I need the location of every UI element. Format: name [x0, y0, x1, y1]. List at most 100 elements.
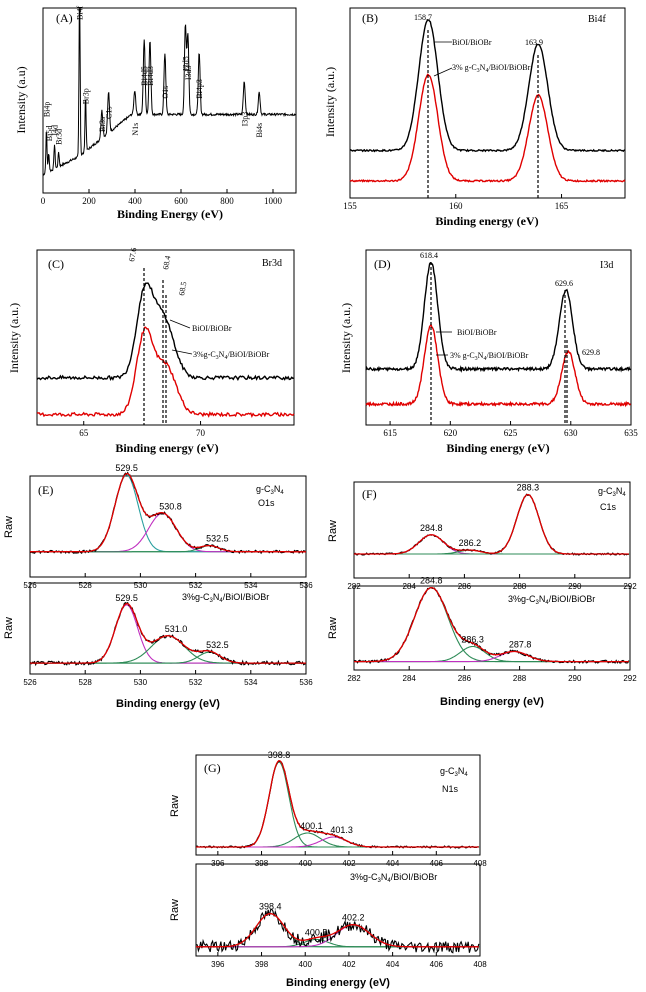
xtick-label: 404	[386, 960, 400, 969]
panel-e-label: (E)	[38, 483, 53, 497]
xtick-label: 288	[513, 674, 527, 683]
panel-g-top-fit: 398.8 400.1 401.3	[195, 750, 480, 849]
xtick-label: 406	[430, 960, 444, 969]
fit-peak-label: 398.8	[268, 750, 291, 760]
panel-b-frame	[349, 7, 626, 199]
xtick-label: 396	[211, 859, 225, 868]
panel-d: (D) I3d Intensity (a.u.) Binding energy …	[339, 249, 638, 455]
xtick-label: 526	[23, 678, 37, 687]
fit-peak-label: 286.3	[461, 634, 484, 644]
panel-e-top-frame	[29, 475, 307, 578]
xtick-label: 200	[82, 196, 96, 206]
panel-f-ylabel-top: Raw	[327, 520, 339, 542]
xtick-label: 286	[458, 674, 472, 683]
fit-peak-label: 398.4	[259, 902, 282, 912]
panel-c-legend-pointer-2	[171, 349, 193, 355]
xtick-label: 0	[41, 196, 46, 206]
panel-d-ylabel: Intensity (a.u.)	[339, 303, 353, 373]
panel-d-label: (D)	[374, 257, 391, 271]
panel-e-xlabel: Binding energy (eV)	[116, 698, 220, 710]
panel-c-peak-676: 67.6	[127, 247, 138, 262]
fit-peak-label: 401.3	[330, 825, 353, 835]
survey-peak-label: C1s	[105, 107, 114, 119]
xtick-label: 600	[174, 196, 188, 206]
panel-d-biobr-curve	[365, 262, 631, 373]
survey-peak-label: Br3p	[82, 88, 91, 104]
panel-c-frame	[36, 249, 295, 426]
xtick-label: 400	[299, 859, 313, 868]
panel-d-title: I3d	[600, 260, 613, 271]
survey-peak-label: Bi4f	[76, 5, 85, 20]
panel-f-bottom-fit: 284.8 286.3 287.8	[353, 576, 630, 665]
raw-spectrum	[195, 908, 480, 954]
panel-f-sample-top: g-C3N4	[598, 486, 626, 498]
fit-peak-label: 400.5	[305, 927, 328, 937]
panel-b-legend-2: 3% g-C3N4/BiOI/BiOBr	[452, 63, 531, 74]
panel-b-xlabel: Binding energy (eV)	[435, 214, 538, 228]
xtick-label: 290	[568, 582, 582, 591]
xtick-label: 630	[564, 428, 578, 438]
panel-b-peak-1587: 158.7	[414, 13, 432, 22]
panel-f-label: (F)	[362, 487, 377, 501]
fit-envelope	[354, 493, 629, 555]
xtick-label: 404	[386, 859, 400, 868]
xtick-label: 286	[458, 582, 472, 591]
panel-c-legend-1: BiOI/BiOBr	[192, 324, 232, 333]
panel-g-bottom-frame	[195, 863, 481, 957]
panel-e-ylabel-top: Raw	[3, 516, 15, 538]
panel-b-biobr-curve	[349, 19, 626, 153]
panel-a-label: (A)	[56, 11, 73, 25]
panel-e-sample-top: g-C3N4	[256, 484, 284, 496]
fit-envelope	[196, 913, 479, 948]
xtick-label: 65	[79, 428, 89, 438]
xtick-label: 408	[473, 859, 487, 868]
panel-g-sample-top: g-C3N4	[440, 766, 468, 778]
xtick-label: 282	[347, 674, 361, 683]
xtick-label: 402	[342, 960, 356, 969]
xtick-label: 288	[513, 582, 527, 591]
panel-c-title: Br3d	[262, 258, 282, 269]
xtick-label: 528	[79, 678, 93, 687]
panel-d-xticks: 615 620 625 630 635	[383, 421, 638, 438]
xtick-label: 528	[79, 581, 93, 590]
fit-peak-label: 530.8	[159, 501, 182, 511]
xtick-label: 398	[255, 859, 269, 868]
xtick-label: 282	[347, 582, 361, 591]
panel-e-bottom-frame	[29, 582, 307, 675]
survey-peak-label: Bi4p3	[195, 79, 204, 99]
xtick-label: 400	[128, 196, 142, 206]
panel-d-xlabel: Binding energy (eV)	[446, 441, 549, 455]
fit-peak-label: 531.0	[165, 624, 188, 634]
panel-a-frame	[42, 7, 297, 194]
panel-b-peak-1639: 163.9	[525, 38, 543, 47]
panel-d-composite-curve	[365, 323, 632, 408]
fit-component	[30, 512, 306, 553]
panel-e-title: O1s	[258, 498, 275, 508]
xtick-label: 290	[568, 674, 582, 683]
panel-g-sample-bottom: 3%g-C3N4/BiOI/BiOBr	[350, 872, 437, 884]
panel-d-peak-6298: 629.8	[582, 348, 600, 357]
panel-g-title: N1s	[442, 784, 459, 794]
xtick-label: 408	[473, 960, 487, 969]
panel-f-xticks-top: 282 284 286 288 290 292	[347, 574, 637, 591]
xtick-label: 284	[403, 582, 417, 591]
fit-component	[354, 534, 629, 555]
xtick-label: 534	[244, 581, 258, 590]
panel-f-sample-bottom: 3%g-C3N4/BiOI/BiOBr	[508, 594, 595, 606]
fit-peak-label: 284.8	[420, 576, 443, 586]
xtick-label: 635	[624, 428, 638, 438]
xtick-label: 536	[299, 581, 313, 590]
survey-peak-label: Bi4d3	[146, 66, 155, 86]
xtick-label: 155	[343, 201, 357, 211]
panel-b-ylabel: Intensity (a.u.)	[323, 67, 337, 137]
xtick-label: 625	[504, 428, 518, 438]
panel-e-top-fit: 529.5 530.8 532.5	[29, 463, 307, 555]
xtick-label: 615	[383, 428, 397, 438]
panel-g-ylabel-bottom: Raw	[169, 899, 181, 921]
fit-component	[354, 493, 629, 555]
survey-peak-label: Bi4s	[255, 123, 264, 138]
panel-f-bottom-frame	[353, 585, 631, 671]
survey-peak-label: I3p3	[240, 112, 249, 127]
panel-f-xlabel: Binding energy (eV)	[440, 696, 544, 708]
survey-peak-label: N1s	[131, 123, 140, 136]
